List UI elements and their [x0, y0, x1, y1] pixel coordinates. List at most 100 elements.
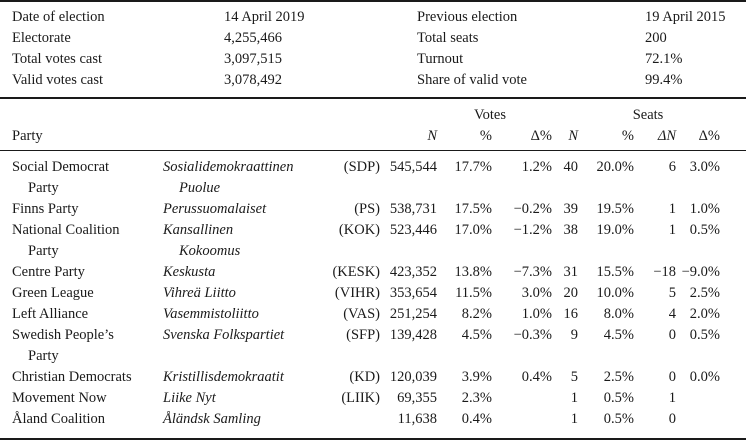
votes-share: 13.8% [454, 264, 492, 280]
summary-left-value: 3,078,492 [224, 72, 282, 88]
seats-change-n: 0 [668, 411, 676, 427]
seats-change-pct: 0.0% [689, 369, 720, 385]
table-row: Movement Now Liike Nyt (LIIK) 69,355 2.3% 1 0.… [0, 389, 746, 410]
party-name: Christian Democrats [12, 369, 132, 385]
party-native-name: Puolue [179, 180, 221, 196]
summary-right-value: 200 [645, 30, 667, 46]
seats-count: 5 [570, 369, 578, 385]
table-row: National Coalition Party Kansallinen Kokoom… [0, 221, 746, 263]
party-abbreviation: (SFP) [346, 327, 380, 343]
seats-count: 1 [570, 411, 578, 427]
seats-change-pct: 1.0% [689, 201, 720, 217]
header-rule [0, 150, 746, 151]
party-native-name: Vasemmistoliitto [163, 306, 259, 322]
summary-left-value: 4,255,466 [224, 30, 282, 46]
votes-count: 120,039 [389, 369, 437, 385]
votes-change: 3.0% [521, 285, 552, 301]
seats-share: 8.0% [603, 306, 634, 322]
votes-count: 353,654 [389, 285, 437, 301]
votes-count: 139,428 [389, 327, 437, 343]
votes-share: 2.3% [461, 390, 492, 406]
seats-count: 39 [563, 201, 579, 217]
summary-left-label: Date of election [12, 9, 105, 25]
votes-share: 17.0% [454, 222, 492, 238]
votes-change: −7.3% [513, 264, 552, 280]
party-abbreviation: (KOK) [338, 222, 380, 238]
party-abbreviation: (KESK) [332, 264, 380, 280]
party-name: Green League [12, 285, 94, 301]
seats-share: 0.5% [603, 411, 634, 427]
seats-share: 0.5% [603, 390, 634, 406]
seats-change-n: 1 [668, 222, 676, 238]
votes-count: 523,446 [389, 222, 437, 238]
seats-change-n: −18 [653, 264, 676, 280]
seats-change-pct: 2.5% [689, 285, 720, 301]
summary-right-value: 19 April 2015 [645, 9, 726, 25]
votes-n-header: N [427, 128, 437, 144]
party-column-header: Party [12, 128, 43, 144]
party-name: National Coalition [12, 222, 120, 238]
votes-count: 545,544 [389, 159, 437, 175]
votes-change: 1.2% [521, 159, 552, 175]
votes-count: 538,731 [389, 201, 437, 217]
table-row: Social Democrat Party Sosialidemokraattine… [0, 158, 746, 200]
summary-left-value: 14 April 2019 [224, 9, 305, 25]
party-native-name: Kokoomus [179, 243, 241, 259]
bottom-rule [0, 438, 746, 440]
summary-row: Date of election 14 April 2019 Previous … [0, 8, 746, 29]
section-rule [0, 97, 746, 99]
seats-change-pct: 0.5% [689, 222, 720, 238]
summary-right-label: Previous election [417, 9, 518, 25]
party-name: Social Democrat [12, 159, 110, 175]
party-native-name: Sosialidemokraattinen [163, 159, 294, 175]
party-name: Swedish People’s [12, 327, 114, 343]
party-abbreviation: (SDP) [343, 159, 380, 175]
top-rule [0, 0, 746, 2]
seats-change-n: 5 [668, 285, 676, 301]
party-abbreviation: (KD) [349, 369, 380, 385]
party-abbreviation: (VIHR) [334, 285, 380, 301]
seats-change-n: 4 [668, 306, 676, 322]
votes-change: −0.2% [513, 201, 552, 217]
summary-right-label: Share of valid vote [417, 72, 527, 88]
party-native-name: Keskusta [163, 264, 216, 280]
seats-change-n: 1 [668, 201, 676, 217]
seats-change-pct: −9.0% [681, 264, 720, 280]
summary-right-value: 99.4% [645, 72, 683, 88]
votes-share: 4.5% [461, 327, 492, 343]
party-name: Party [28, 348, 59, 364]
seats-change-pct: 0.5% [689, 327, 720, 343]
party-native-name: Perussuomalaiset [163, 201, 267, 217]
party-name: Party [28, 180, 59, 196]
table-row: Finns Party Perussuomalaiset (PS) 538,731 17… [0, 200, 746, 221]
votes-share: 8.2% [461, 306, 492, 322]
votes-change: −0.3% [513, 327, 552, 343]
party-native-name: Åländsk Samling [163, 411, 261, 427]
votes-count: 423,352 [389, 264, 437, 280]
party-name: Left Alliance [12, 306, 89, 322]
seats-change-n: 1 [668, 390, 676, 406]
seats-n-header: N [568, 128, 578, 144]
seats-change-pct: 3.0% [689, 159, 720, 175]
seats-count: 9 [570, 327, 578, 343]
summary-row: Total votes cast 3,097,515 Turnout 72.1% [0, 50, 746, 71]
votes-change: 0.4% [521, 369, 552, 385]
summary-right-label: Total seats [417, 30, 479, 46]
party-abbreviation: (PS) [354, 201, 380, 217]
party-native-name: Kansallinen [163, 222, 234, 238]
party-abbreviation: (LIIK) [341, 390, 380, 406]
summary-right-value: 72.1% [645, 51, 683, 67]
seats-group-header: Seats [632, 107, 664, 123]
seats-count: 20 [563, 285, 579, 301]
seats-share: 19.5% [596, 201, 634, 217]
table-row: Left Alliance Vasemmistoliitto (VAS) 251,25… [0, 305, 746, 326]
seats-count: 31 [563, 264, 579, 280]
party-native-name: Kristillisdemokraatit [163, 369, 284, 385]
seats-share: 2.5% [603, 369, 634, 385]
votes-delta-pct-header: Δ% [530, 128, 552, 144]
summary-row: Electorate 4,255,466 Total seats 200 [0, 29, 746, 50]
seats-share: 15.5% [596, 264, 634, 280]
votes-share: 17.7% [454, 159, 492, 175]
seats-count: 38 [563, 222, 579, 238]
table-row: Swedish People’s Party Svenska Folkspartie… [0, 326, 746, 368]
